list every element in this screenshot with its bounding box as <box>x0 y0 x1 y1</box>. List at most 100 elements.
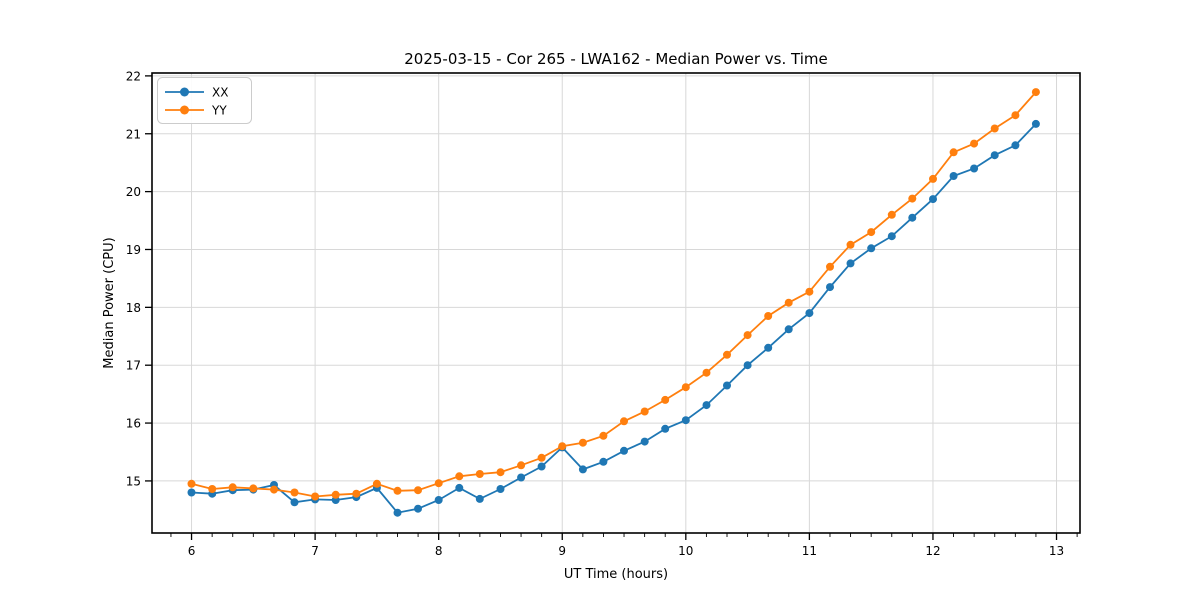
data-point-xx <box>393 508 402 517</box>
data-point-xx <box>784 325 793 334</box>
data-point-xx <box>620 446 628 455</box>
data-point-yy <box>990 124 999 133</box>
data-point-xx <box>517 473 526 482</box>
plot-area <box>152 73 1080 533</box>
x-tick-label: 9 <box>558 544 566 558</box>
data-point-xx <box>1031 119 1040 128</box>
data-point-xx <box>1011 141 1020 150</box>
data-point-yy <box>949 148 958 157</box>
data-point-yy <box>1031 88 1040 97</box>
data-point-yy <box>208 485 217 493</box>
data-point-xx <box>949 172 958 180</box>
data-point-yy <box>187 479 196 488</box>
data-point-yy <box>352 489 361 498</box>
data-point-yy <box>537 453 546 462</box>
tick-labels: 6 7 8 9 10 11 12 13 15 16 17 18 19 20 21 22 <box>126 69 1064 558</box>
data-point-yy <box>764 312 773 320</box>
data-point-xx <box>475 494 484 503</box>
data-point-xx <box>187 488 196 497</box>
data-point-xx <box>723 381 731 390</box>
x-tick-label: 13 <box>1049 544 1064 558</box>
legend-label: XX <box>212 86 228 100</box>
data-point-yy <box>929 174 937 183</box>
data-point-yy <box>1011 111 1020 120</box>
data-point-xx <box>537 462 546 471</box>
data-point-xx <box>887 232 896 241</box>
x-tick-label: 12 <box>925 544 940 558</box>
data-point-yy <box>372 479 381 488</box>
legend-item-xx: XX <box>165 86 228 100</box>
data-point-yy <box>270 485 278 494</box>
legend-marker-icon <box>180 87 189 97</box>
data-point-yy <box>496 468 505 477</box>
data-point-yy <box>681 383 690 392</box>
axis-ticks <box>145 75 1078 540</box>
data-point-xx <box>434 496 443 504</box>
data-point-xx <box>661 424 670 433</box>
data-point-xx <box>414 504 422 513</box>
data-point-xx <box>805 309 814 318</box>
data-point-xx <box>702 401 711 410</box>
data-point-xx <box>970 164 979 173</box>
data-point-yy <box>290 488 299 497</box>
data-point-xx <box>578 465 587 474</box>
data-point-yy <box>970 139 979 148</box>
gridlines <box>152 73 1080 533</box>
data-point-yy <box>455 472 464 481</box>
data-point-xx <box>455 483 464 492</box>
data-point-yy <box>393 486 402 495</box>
data-point-xx <box>867 244 876 253</box>
data-point-xx <box>929 195 937 204</box>
legend-marker-icon <box>180 105 189 115</box>
y-tick-label: 22 <box>126 69 141 83</box>
legend-label: YY <box>211 104 227 118</box>
x-tick-label: 6 <box>188 544 196 558</box>
data-point-xx <box>846 259 855 268</box>
data-point-xx <box>826 283 834 292</box>
data-point-yy <box>414 486 422 495</box>
chart-title: 2025-03-15 - Cor 265 - LWA162 - Median P… <box>404 50 828 68</box>
data-point-xx <box>764 343 773 352</box>
x-tick-label: 8 <box>435 544 443 558</box>
data-point-xx <box>908 213 917 222</box>
data-point-xx <box>290 498 299 507</box>
y-axis-label: Median Power (CPU) <box>102 237 117 368</box>
data-point-xx <box>681 416 690 425</box>
data-point-yy <box>784 298 793 307</box>
data-point-yy <box>661 395 670 404</box>
data-point-yy <box>311 492 320 501</box>
data-point-xx <box>640 437 649 446</box>
legend-box <box>157 77 252 124</box>
legend: XX YY <box>157 77 252 124</box>
data-point-yy <box>846 240 855 249</box>
y-tick-label: 17 <box>126 359 141 373</box>
data-point-xx <box>599 457 608 466</box>
data-point-yy <box>517 461 526 470</box>
x-axis-label: UT Time (hours) <box>564 567 668 582</box>
data-point-xx <box>743 361 752 370</box>
data-point-yy <box>702 368 711 377</box>
y-tick-label: 15 <box>126 474 141 488</box>
data-point-yy <box>578 438 587 447</box>
data-point-yy <box>805 287 814 296</box>
data-point-yy <box>599 431 608 440</box>
data-point-yy <box>475 470 484 478</box>
y-tick-label: 20 <box>126 185 141 199</box>
data-point-yy <box>826 262 834 271</box>
data-point-yy <box>620 417 628 426</box>
data-point-yy <box>867 228 876 237</box>
y-tick-label: 18 <box>126 301 141 315</box>
data-point-yy <box>723 350 731 359</box>
data-point-yy <box>331 490 340 499</box>
data-point-yy <box>640 407 649 416</box>
plot-border <box>151 72 1081 534</box>
x-tick-label: 7 <box>311 544 319 558</box>
y-tick-label: 19 <box>126 243 141 257</box>
data-point-yy <box>249 484 258 493</box>
x-tick-label: 10 <box>678 544 693 558</box>
data-point-yy <box>434 479 443 488</box>
data-point-yy <box>228 483 237 492</box>
series-layer <box>187 88 1040 517</box>
